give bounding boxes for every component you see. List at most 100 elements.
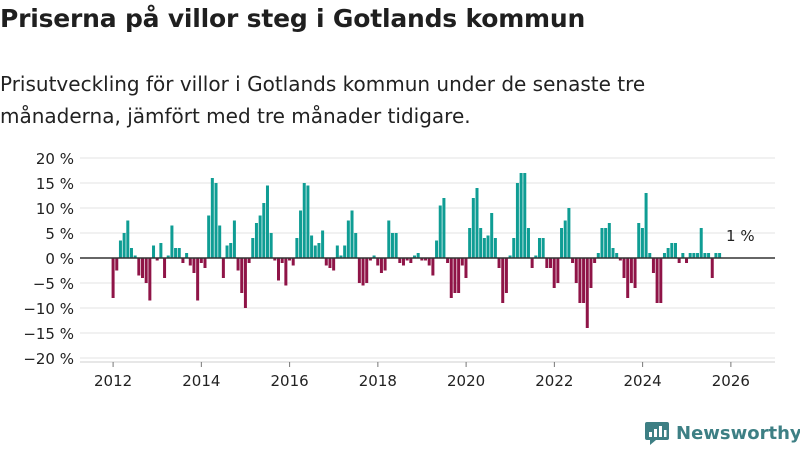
bar[interactable] (379, 258, 383, 273)
bar[interactable] (269, 233, 273, 258)
bar[interactable] (464, 258, 468, 278)
bar[interactable] (707, 253, 711, 258)
bar[interactable] (714, 253, 718, 258)
bar[interactable] (651, 258, 655, 273)
bar[interactable] (530, 258, 534, 268)
bar[interactable] (486, 235, 490, 259)
bar[interactable] (225, 245, 229, 259)
bar[interactable] (490, 213, 494, 258)
bar[interactable] (696, 253, 700, 258)
bar[interactable] (604, 228, 608, 258)
bar[interactable] (258, 215, 262, 259)
bar[interactable] (295, 238, 299, 258)
bar[interactable] (497, 258, 501, 268)
bar[interactable] (332, 258, 336, 271)
bar[interactable] (508, 255, 512, 259)
bar[interactable] (236, 258, 240, 271)
bar[interactable] (115, 258, 119, 271)
bar[interactable] (607, 223, 611, 258)
bar[interactable] (221, 258, 225, 278)
bar[interactable] (493, 238, 497, 258)
bar[interactable] (567, 208, 571, 258)
bar[interactable] (310, 235, 314, 259)
bar[interactable] (243, 258, 247, 308)
bar[interactable] (372, 255, 376, 259)
bar[interactable] (122, 233, 126, 258)
bar[interactable] (177, 248, 181, 258)
bar[interactable] (537, 238, 541, 258)
bar[interactable] (644, 193, 648, 258)
bar[interactable] (618, 258, 622, 261)
bar[interactable] (438, 205, 442, 259)
bar[interactable] (593, 258, 597, 263)
bar[interactable] (519, 173, 523, 258)
bar[interactable] (596, 253, 600, 258)
bar[interactable] (288, 258, 292, 261)
bar[interactable] (321, 230, 325, 259)
bar[interactable] (361, 258, 365, 286)
bar[interactable] (501, 258, 505, 303)
bar[interactable] (129, 248, 133, 258)
bar[interactable] (556, 258, 560, 283)
bar[interactable] (471, 198, 475, 258)
bar[interactable] (637, 223, 641, 258)
bar[interactable] (192, 258, 196, 273)
bar[interactable] (277, 258, 280, 281)
bar[interactable] (365, 258, 369, 283)
bar[interactable] (387, 220, 391, 259)
bar[interactable] (582, 258, 586, 303)
bar[interactable] (214, 183, 218, 258)
bar[interactable] (159, 243, 163, 258)
bar[interactable] (346, 220, 350, 259)
bar[interactable] (677, 258, 681, 263)
bar[interactable] (137, 258, 141, 276)
bar[interactable] (703, 253, 707, 258)
bar[interactable] (354, 233, 358, 258)
bar[interactable] (681, 253, 685, 258)
bar[interactable] (188, 258, 192, 266)
bar[interactable] (324, 258, 328, 266)
bar[interactable] (515, 183, 519, 258)
bar[interactable] (339, 255, 343, 259)
bar[interactable] (273, 258, 277, 261)
bar[interactable] (416, 253, 420, 258)
bar[interactable] (144, 258, 148, 283)
bar[interactable] (688, 253, 692, 258)
bar[interactable] (504, 258, 508, 293)
bar[interactable] (648, 253, 652, 258)
bar[interactable] (600, 228, 604, 258)
bar[interactable] (376, 258, 380, 266)
bar[interactable] (611, 248, 615, 258)
bar[interactable] (563, 220, 567, 259)
bar[interactable] (420, 258, 424, 261)
bar[interactable] (383, 258, 387, 271)
bar[interactable] (475, 188, 479, 258)
bar[interactable] (662, 253, 666, 258)
bar[interactable] (460, 258, 464, 266)
bar[interactable] (526, 228, 530, 258)
bar[interactable] (155, 258, 159, 261)
bar[interactable] (218, 225, 222, 259)
bar[interactable] (435, 240, 439, 259)
bar[interactable] (578, 258, 582, 303)
brand-logo[interactable]: Newsworthy (644, 418, 800, 448)
bar[interactable] (479, 228, 483, 258)
bar[interactable] (673, 243, 677, 258)
bar[interactable] (615, 253, 619, 258)
bar[interactable] (409, 258, 413, 263)
bar[interactable] (629, 258, 633, 283)
bar[interactable] (589, 258, 593, 288)
bar[interactable] (174, 248, 178, 258)
bar[interactable] (512, 238, 516, 258)
bar[interactable] (343, 245, 347, 259)
bar[interactable] (655, 258, 659, 303)
bar[interactable] (152, 245, 156, 259)
bar[interactable] (431, 258, 435, 276)
bar[interactable] (181, 258, 185, 263)
bar[interactable] (313, 245, 317, 259)
bar[interactable] (560, 228, 564, 258)
bar[interactable] (335, 245, 339, 259)
bar[interactable] (670, 243, 674, 258)
bar[interactable] (284, 258, 288, 286)
bar[interactable] (571, 258, 575, 263)
